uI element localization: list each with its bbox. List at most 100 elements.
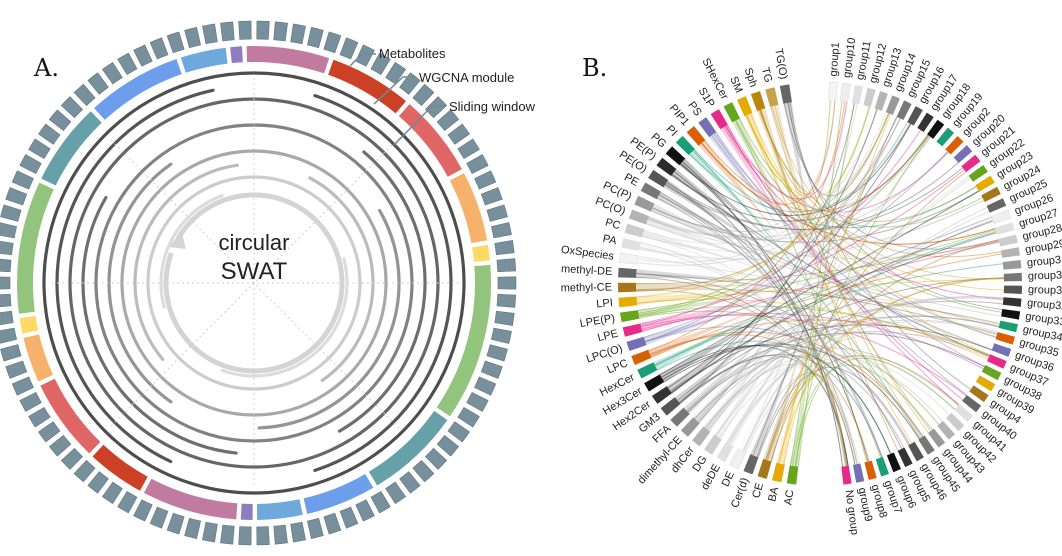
metabolite-box <box>202 521 218 543</box>
chord-ribbon <box>654 230 997 366</box>
chord-node-bar <box>936 127 955 147</box>
chord-ribbon <box>660 192 883 458</box>
chord-ribbon <box>671 108 878 394</box>
chord-ribbon <box>671 220 994 394</box>
chord-node-label: PI <box>664 123 680 139</box>
chord-node-bar <box>634 195 655 212</box>
module-segment <box>23 334 54 382</box>
chord-node-label: AC <box>782 489 796 506</box>
metabolite-box <box>273 21 288 42</box>
chord-node-bar <box>927 428 946 448</box>
chord-node-bar <box>729 448 747 470</box>
metabolite-box <box>101 61 123 85</box>
chord-ribbon <box>639 199 985 260</box>
metabolite-box <box>323 31 342 54</box>
chord-fan <box>679 158 798 264</box>
chord-ribbon <box>719 354 950 439</box>
chord-ribbon <box>680 162 869 462</box>
wgcna-module-ring <box>16 46 491 520</box>
chord-ribbon <box>678 355 849 466</box>
chord-fan <box>714 309 804 440</box>
chord-ribbon <box>666 167 964 231</box>
metabolite-box <box>399 72 421 95</box>
chord-ribbon <box>765 239 999 461</box>
chord-ribbons <box>635 100 1004 467</box>
chord-fan <box>674 303 797 404</box>
metabolite-box <box>496 293 517 308</box>
chord-ribbon <box>728 332 990 444</box>
chord-node-label: OxSpecies <box>560 244 615 263</box>
module-segment <box>328 59 406 114</box>
chord-ribbon <box>662 344 892 455</box>
chord-ribbon <box>648 151 949 241</box>
chord-node-bar <box>1002 259 1022 270</box>
metabolite-box <box>0 327 17 344</box>
chord-ribbon <box>739 118 983 228</box>
guide-lines <box>49 78 459 488</box>
chord-node-bar <box>945 136 964 155</box>
chord-node-label: group29 <box>1024 238 1062 256</box>
module-segment <box>40 378 101 454</box>
metabolite-box <box>220 21 235 42</box>
chord-fan <box>636 282 790 292</box>
chord-node-label: methyl-DE <box>561 263 613 278</box>
metabolite-box <box>480 360 503 379</box>
metabolite-box <box>238 20 252 40</box>
chord-ribbon <box>641 313 984 370</box>
chord-node-bar <box>779 84 792 104</box>
chord-ribbon <box>636 278 1004 304</box>
chord-ribbon <box>774 105 922 438</box>
chord-fan <box>744 112 809 257</box>
metabolite-box <box>256 20 270 40</box>
chord-node-label: CE <box>750 482 766 500</box>
chord-ribbon <box>686 300 1003 412</box>
chord-ribbon <box>725 125 960 406</box>
chord-node-bar <box>618 252 639 265</box>
metabolite-box <box>323 512 342 535</box>
metabolite-box <box>149 506 169 529</box>
chord-node-bar <box>917 112 934 132</box>
center-label-swat: SWAT <box>221 258 288 285</box>
metabolite-box <box>48 109 72 132</box>
chord-fan <box>643 293 792 346</box>
chord-ribbon <box>652 191 980 243</box>
chord-fan <box>732 118 807 257</box>
chord-ribbon <box>771 106 1004 280</box>
chord-node-bar <box>1002 297 1022 307</box>
chord-ribbon <box>645 116 898 342</box>
chord-node-bar <box>648 169 669 188</box>
chord-ribbon <box>760 109 932 432</box>
chord-ribbon <box>701 142 996 245</box>
metabolite-box <box>412 459 435 483</box>
chord-node-bar <box>680 417 700 437</box>
metabolite-box <box>385 61 407 85</box>
chord-ribbon <box>645 223 1002 317</box>
chord-ribbon <box>715 366 847 467</box>
chord-node-bar <box>937 420 955 440</box>
guide-line <box>108 137 400 429</box>
chord-node-bar <box>975 375 996 392</box>
chord-fan <box>641 229 791 276</box>
chord-node-label: LPE(P) <box>579 312 616 330</box>
metabolite-box <box>290 521 306 543</box>
chord-ribbon <box>638 134 929 316</box>
chord-ribbon <box>657 197 882 458</box>
chord-ribbon <box>693 149 977 229</box>
chord-node-bar <box>1003 285 1022 294</box>
chord-ribbon <box>640 129 922 327</box>
module-segment <box>19 315 39 334</box>
chord-ribbon <box>770 373 848 467</box>
metabolite-box <box>436 434 460 457</box>
chord-node-bar <box>692 426 711 447</box>
chord-ribbon <box>677 277 1004 401</box>
chord-node-bar <box>896 100 912 120</box>
metabolite-box <box>494 310 515 326</box>
metabolite-box <box>307 26 324 49</box>
chord-ribbon <box>726 101 848 200</box>
metabolite-box <box>220 524 235 545</box>
chord-ribbon <box>708 319 998 431</box>
chord-ribbon <box>777 277 1004 464</box>
chord-ribbon <box>723 126 1004 300</box>
metabolite-box <box>117 490 138 514</box>
metabolite-box <box>60 447 83 470</box>
